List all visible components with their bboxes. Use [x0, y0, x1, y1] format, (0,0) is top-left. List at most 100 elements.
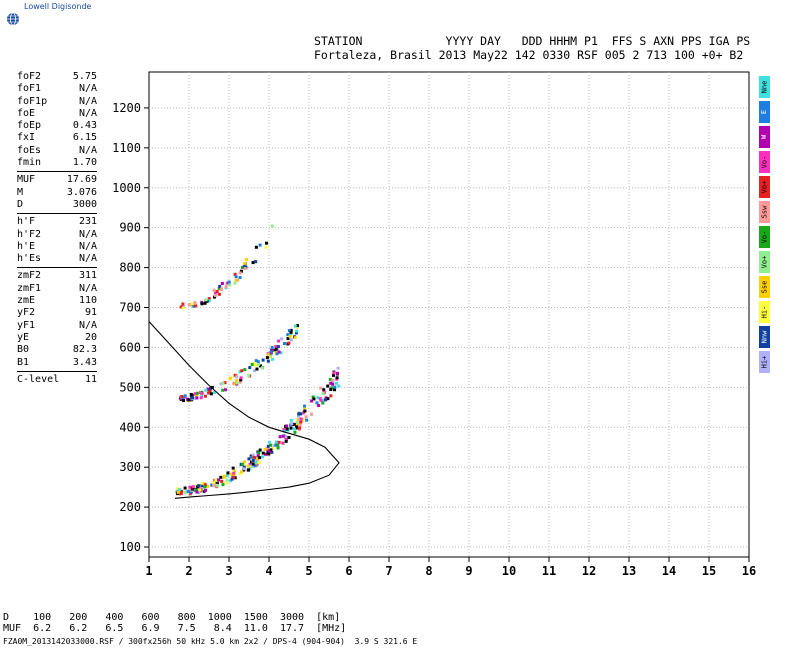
echo-point: [295, 325, 299, 329]
echo-point: [228, 283, 232, 287]
param-row: foEp 0.43: [17, 120, 97, 132]
echo-point: [221, 483, 225, 487]
x-tick-label: 7: [385, 564, 392, 578]
param-row: foE N/A: [17, 108, 97, 120]
param-row: fxI 6.15: [17, 132, 97, 144]
legend-swatch: Hi-: [759, 301, 770, 323]
echo-point: [209, 387, 213, 391]
echo-point: [303, 409, 307, 413]
param-row: fmin 1.70: [17, 157, 97, 169]
echo-point: [197, 491, 201, 495]
param-value: 3.43: [72, 356, 97, 368]
x-tick-label: 10: [502, 564, 516, 578]
echo-point: [269, 443, 273, 447]
echo-point: [233, 382, 237, 386]
echo-point: [204, 488, 208, 492]
param-label: h'E: [17, 240, 36, 252]
echo-point: [276, 348, 280, 352]
echo-point: [335, 376, 339, 380]
echo-point: [333, 385, 337, 389]
echo-point: [242, 467, 246, 471]
echo-point: [252, 361, 256, 365]
echo-point: [243, 460, 247, 464]
echo-point: [264, 245, 268, 249]
echo-point: [277, 339, 281, 343]
param-label: foF1p: [17, 95, 48, 107]
legend-label: Vo-: [760, 155, 769, 169]
echo-point: [292, 422, 296, 426]
x-tick-label: 3: [225, 564, 232, 578]
legend-label: Nne: [760, 80, 769, 94]
echo-point: [242, 265, 246, 269]
param-value: 110: [78, 295, 97, 307]
echo-point: [317, 404, 321, 408]
echo-point: [282, 342, 286, 346]
echo-point: [297, 412, 301, 416]
param-value: 3.076: [66, 186, 97, 198]
legend-label: Nnw: [760, 330, 769, 344]
legend-label: Vo+: [760, 180, 769, 194]
echo-point: [238, 276, 242, 280]
echo-point: [256, 360, 260, 364]
echo-point: [215, 483, 219, 487]
echo-point: [286, 337, 290, 341]
echo-point: [195, 396, 199, 400]
legend-label: Sse: [760, 280, 769, 294]
echo-point: [276, 345, 280, 349]
echo-point: [279, 351, 283, 355]
brand-name: Lowell Digisonde: [24, 2, 92, 11]
param-row: h'E N/A: [17, 241, 97, 253]
x-tick-label: 9: [465, 564, 472, 578]
echo-point: [326, 397, 330, 401]
echo-point: [204, 298, 208, 302]
echo-point: [214, 478, 218, 482]
echo-point: [250, 465, 254, 469]
param-value: N/A: [78, 95, 97, 107]
legend-swatch: Vo+: [759, 251, 770, 273]
echo-point: [258, 364, 262, 368]
echo-point: [270, 450, 274, 454]
echo-point: [193, 396, 197, 400]
echo-point: [200, 394, 204, 398]
echo-point: [318, 396, 322, 400]
param-row: foF2 5.75: [17, 71, 97, 83]
param-row: zmF2 311: [17, 270, 97, 282]
param-value: N/A: [78, 107, 97, 119]
param-label: yF1: [17, 319, 36, 331]
echo-point: [297, 413, 301, 417]
legend-swatch: W: [759, 126, 770, 148]
echo-point: [221, 388, 225, 392]
echo-point: [261, 451, 265, 455]
echo-point: [201, 481, 205, 485]
echo-point: [209, 392, 213, 396]
muf-table: D 100 200 400 600 800 1000 1500 3000 [km…: [3, 612, 346, 634]
echo-point: [274, 443, 278, 447]
echo-point: [180, 489, 184, 493]
param-row: D 3000: [17, 199, 97, 211]
echo-point: [207, 391, 211, 395]
echo-point: [296, 418, 300, 422]
echo-point: [261, 358, 265, 362]
param-label: foEp: [17, 120, 42, 132]
echo-point: [238, 370, 242, 374]
legend-swatch: Vo-: [759, 226, 770, 248]
echo-point: [258, 243, 262, 247]
echo-point: [290, 422, 294, 426]
echo-point: [337, 384, 341, 388]
param-value: N/A: [78, 228, 97, 240]
echo-point: [195, 490, 199, 494]
echo-point: [287, 341, 291, 345]
param-row: yF2 91: [17, 307, 97, 319]
echo-point: [184, 491, 188, 495]
echo-point: [270, 348, 274, 352]
legend-label: Hi-: [760, 305, 769, 319]
x-tick-label: 4: [265, 564, 272, 578]
echo-point: [329, 387, 333, 391]
echo-point: [238, 271, 242, 275]
param-value: 5.75: [72, 71, 97, 82]
echo-point: [193, 392, 197, 396]
echo-point: [224, 388, 228, 392]
param-label: foF2: [17, 71, 42, 82]
echo-point: [229, 472, 233, 476]
legend-label: Vo+: [760, 255, 769, 269]
